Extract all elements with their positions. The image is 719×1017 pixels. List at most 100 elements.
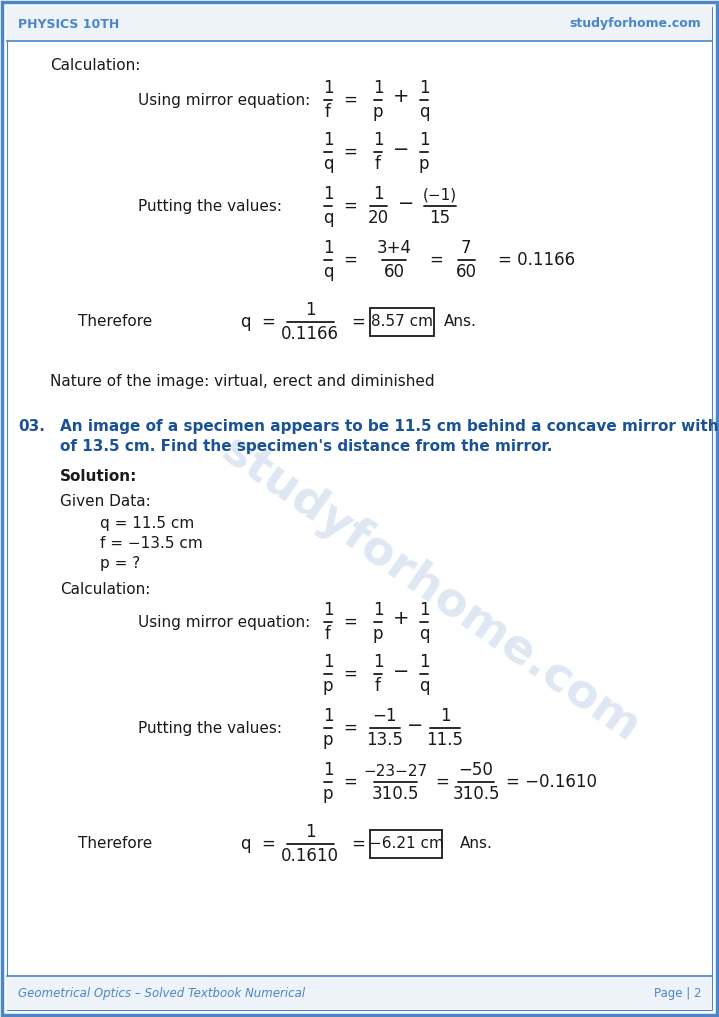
- Text: 310.5: 310.5: [452, 785, 500, 803]
- Text: −: −: [393, 661, 409, 680]
- Text: =: =: [343, 613, 357, 631]
- Text: studyforhome.com: studyforhome.com: [212, 428, 648, 752]
- Text: Putting the values:: Putting the values:: [138, 720, 282, 735]
- Text: 1: 1: [323, 761, 334, 779]
- Text: =: =: [343, 91, 357, 109]
- Text: 15: 15: [429, 210, 451, 227]
- Text: 11.5: 11.5: [426, 731, 464, 749]
- Text: 310.5: 310.5: [371, 785, 418, 803]
- Text: p: p: [323, 677, 333, 695]
- Text: +: +: [393, 608, 409, 627]
- Text: 1: 1: [323, 131, 334, 149]
- Text: −23−27: −23−27: [363, 764, 427, 779]
- Text: 1: 1: [418, 601, 429, 619]
- Text: 60: 60: [383, 263, 405, 281]
- Text: −: −: [393, 139, 409, 159]
- Text: q: q: [418, 677, 429, 695]
- Text: studyforhome.com: studyforhome.com: [569, 17, 701, 31]
- Text: 1: 1: [323, 185, 334, 203]
- Text: =: =: [343, 665, 357, 683]
- Text: p: p: [372, 625, 383, 643]
- Text: Geometrical Optics – Solved Textbook Numerical: Geometrical Optics – Solved Textbook Num…: [18, 986, 305, 1000]
- Text: f: f: [375, 677, 381, 695]
- Text: 60: 60: [456, 263, 477, 281]
- Text: −50: −50: [459, 761, 493, 779]
- Text: Ans.: Ans.: [460, 837, 493, 851]
- Text: q  =: q =: [241, 313, 276, 331]
- Text: =: =: [343, 143, 357, 161]
- Text: q: q: [323, 210, 333, 227]
- Text: f: f: [325, 103, 331, 121]
- Text: Page | 2: Page | 2: [654, 986, 701, 1000]
- Text: q: q: [418, 625, 429, 643]
- Text: f: f: [325, 625, 331, 643]
- Text: 1: 1: [305, 301, 316, 319]
- Text: Putting the values:: Putting the values:: [138, 198, 282, 214]
- Text: = 0.1166: = 0.1166: [498, 251, 575, 270]
- Text: (−1): (−1): [423, 188, 457, 203]
- Text: 1: 1: [323, 601, 334, 619]
- Text: p: p: [323, 731, 333, 749]
- Text: Therefore: Therefore: [78, 314, 152, 330]
- Bar: [7, 976, 712, 1010]
- Text: Solution:: Solution:: [60, 469, 137, 484]
- Text: Given Data:: Given Data:: [60, 494, 151, 508]
- Text: 1: 1: [305, 823, 316, 841]
- Text: q: q: [323, 155, 333, 173]
- Text: =: =: [343, 251, 357, 270]
- Text: 1: 1: [418, 653, 429, 671]
- Text: Using mirror equation:: Using mirror equation:: [138, 614, 311, 630]
- Text: 1: 1: [323, 79, 334, 97]
- Text: 0.1610: 0.1610: [281, 847, 339, 865]
- Text: 1: 1: [323, 707, 334, 725]
- Text: 1: 1: [418, 79, 429, 97]
- Text: 1: 1: [418, 131, 429, 149]
- Text: p: p: [372, 103, 383, 121]
- Text: 1: 1: [323, 653, 334, 671]
- Text: 1: 1: [323, 239, 334, 257]
- Text: 3+4: 3+4: [377, 239, 411, 257]
- Text: −: −: [398, 193, 414, 213]
- Text: =: =: [429, 251, 443, 270]
- Text: Calculation:: Calculation:: [60, 582, 150, 597]
- Text: q: q: [323, 263, 333, 281]
- Text: An image of a specimen appears to be 11.5 cm behind a concave mirror with a foca: An image of a specimen appears to be 11.…: [60, 419, 719, 434]
- Text: q: q: [418, 103, 429, 121]
- Text: 03.: 03.: [18, 419, 45, 434]
- Text: 0.1166: 0.1166: [281, 325, 339, 343]
- Text: = −0.1610: = −0.1610: [506, 773, 597, 791]
- Text: 1: 1: [440, 707, 450, 725]
- Text: p = ?: p = ?: [100, 556, 140, 571]
- Text: Calculation:: Calculation:: [50, 58, 140, 73]
- Text: Using mirror equation:: Using mirror equation:: [138, 93, 311, 108]
- Bar: [370, 308, 434, 336]
- Text: Ans.: Ans.: [444, 314, 477, 330]
- Text: =: =: [343, 197, 357, 215]
- Text: =: =: [343, 719, 357, 737]
- Text: f: f: [375, 155, 381, 173]
- Text: 8.57 cm: 8.57 cm: [371, 314, 433, 330]
- Text: 20: 20: [367, 210, 388, 227]
- Text: p: p: [418, 155, 429, 173]
- Text: −1: −1: [372, 707, 398, 725]
- Bar: [370, 830, 442, 858]
- Text: Therefore: Therefore: [78, 837, 152, 851]
- Text: =: =: [351, 835, 365, 853]
- Text: −: −: [407, 716, 423, 734]
- Text: +: +: [393, 86, 409, 106]
- Text: 13.5: 13.5: [367, 731, 403, 749]
- Text: 1: 1: [372, 185, 383, 203]
- Bar: [7, 7, 712, 41]
- Text: 1: 1: [372, 653, 383, 671]
- Text: Nature of the image: virtual, erect and diminished: Nature of the image: virtual, erect and …: [50, 374, 434, 388]
- Text: 1: 1: [372, 131, 383, 149]
- Text: =: =: [343, 773, 357, 791]
- Text: =: =: [351, 313, 365, 331]
- Text: =: =: [435, 773, 449, 791]
- Text: PHYSICS 10TH: PHYSICS 10TH: [18, 17, 119, 31]
- Text: q = 11.5 cm: q = 11.5 cm: [100, 516, 194, 531]
- Text: −6.21 cm: −6.21 cm: [369, 837, 444, 851]
- Text: q  =: q =: [241, 835, 276, 853]
- Text: p: p: [323, 785, 333, 803]
- Text: 7: 7: [461, 239, 471, 257]
